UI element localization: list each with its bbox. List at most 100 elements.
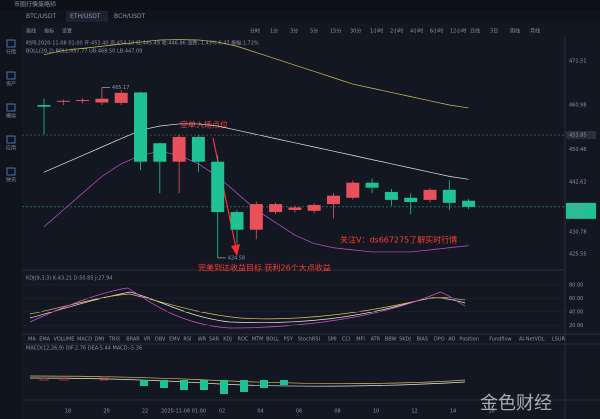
indicator-tab[interactable]: PSY: [284, 337, 294, 343]
candle-body: [172, 136, 186, 162]
indicator-tab[interactable]: WR: [198, 337, 207, 343]
indicator-tab[interactable]: BIAS: [417, 337, 429, 343]
app-title: 币圈行情策略师: [14, 1, 56, 9]
timeframe[interactable]: 15分: [330, 28, 341, 35]
indicator-tab[interactable]: DMI: [95, 337, 105, 343]
timeframe[interactable]: 1分: [270, 28, 278, 35]
indicator-tab[interactable]: ROC: [238, 337, 249, 343]
watermark: 金色财经: [480, 393, 552, 414]
boll-mid: [43, 123, 469, 180]
x-label: 04: [257, 409, 263, 415]
indicator-tab[interactable]: AO: [448, 337, 455, 343]
candle-body: [114, 92, 128, 103]
price-tick-label: 471.51: [569, 58, 587, 64]
price-tick-label: 442.62: [569, 180, 587, 186]
macd-histogram: [39, 376, 288, 394]
candle-body: [346, 182, 360, 198]
sidebar-label: 应用: [6, 145, 16, 152]
indicator-tab[interactable]: OBV: [155, 337, 166, 343]
indicator-tab[interactable]: RSI: [183, 337, 191, 343]
candle-body: [384, 191, 398, 200]
macd-info: MACD(12,26,9) DIF:2.76 DEA:5.44 MACD:-5.…: [26, 346, 142, 352]
indicator-tab[interactable]: MA: [28, 337, 36, 343]
arrow-head: [231, 244, 240, 256]
x-label: 20: [103, 409, 109, 415]
x-label: 2020-11-08 01:00: [161, 409, 206, 415]
pair-tab-label: BTC/USDT: [26, 13, 56, 20]
indicator-tab[interactable]: BBW: [385, 337, 397, 343]
high-label: 465.17: [112, 85, 129, 91]
price-tick-label: 450.46: [569, 147, 587, 153]
indicator-tab[interactable]: SAR: [209, 337, 220, 343]
tool: 指标: [44, 28, 54, 35]
kdj-info: KDJ(9,3,3) K:43.21 D:50.85 J:27.94: [26, 276, 113, 282]
indicator-tab[interactable]: VOLUME: [54, 337, 75, 343]
pair-tab-label: BCH/USDT: [114, 13, 146, 20]
pair-tab[interactable]: [66, 11, 108, 22]
last-price-tag: [566, 202, 596, 219]
indicator-tab[interactable]: VR: [144, 337, 151, 343]
ohlc-info: 时间:2020-11-08 01:00 开:453.40 高:454.10 低:…: [26, 40, 259, 47]
indicator-tab[interactable]: BOLL: [266, 337, 279, 343]
indicator-tab[interactable]: ATR: [371, 337, 381, 343]
x-label: 16: [488, 409, 494, 415]
price-tick-label: 430.78: [569, 229, 587, 235]
timeframe[interactable]: 6小时: [430, 28, 443, 35]
target-annotation: 完美到达收益目标 获利26个大点收益: [198, 263, 331, 273]
price-tick-label: 425.55: [569, 251, 587, 257]
indicator-tab[interactable]: MFI: [356, 337, 365, 343]
candle-body: [423, 189, 437, 200]
low-label: 424.58: [228, 255, 246, 261]
timeframe[interactable]: 日线: [470, 28, 480, 35]
timeframe[interactable]: 3分: [290, 28, 298, 35]
timeframe[interactable]: 月线: [530, 28, 540, 35]
boll-info: BOLL(20,2) BOLL:457.77 UB:468.50 LB:447.…: [26, 49, 142, 55]
candle-body: [327, 195, 340, 205]
indicator-tab[interactable]: DPO: [434, 337, 445, 343]
timeframe[interactable]: 5分: [310, 28, 318, 35]
candle-body: [76, 99, 90, 101]
indicator-tab[interactable]: SMI: [328, 337, 337, 343]
timeframe[interactable]: 4小时: [410, 28, 423, 35]
timeframe[interactable]: 1小时: [370, 28, 383, 35]
candle-body: [37, 105, 51, 107]
mark-price-label: 453.85: [569, 133, 587, 139]
indicator-tab[interactable]: KDJ: [223, 337, 232, 343]
candle-body: [288, 207, 302, 210]
candle-body: [249, 204, 263, 230]
timeframe[interactable]: 12小时: [450, 28, 466, 35]
indicator-tab[interactable]: MACD: [77, 337, 92, 343]
timeframe[interactable]: 2小时: [390, 28, 403, 35]
tab-bar: [0, 10, 600, 23]
x-label: 18: [65, 409, 71, 415]
indicator-tab[interactable]: StochRSI: [298, 337, 320, 343]
indicator-tab[interactable]: CCI: [342, 337, 350, 343]
sidebar: [0, 23, 22, 419]
candle-body: [191, 136, 205, 162]
indicator-tab[interactable]: BRAR: [126, 337, 140, 343]
indicator-tab[interactable]: AI-NetVOL: [519, 337, 545, 343]
sidebar-label: 资产: [6, 81, 16, 88]
indicator-tab[interactable]: TRIX: [108, 337, 121, 343]
sidebar-icon: [6, 167, 16, 176]
kdj-k-line: [29, 291, 466, 324]
x-label: 08: [334, 409, 340, 415]
timeframe[interactable]: 30分: [350, 28, 361, 35]
indicator-tab[interactable]: SKDJ: [399, 337, 411, 343]
indicator-tab[interactable]: LSUR: [552, 337, 566, 343]
timeframe[interactable]: 分时: [250, 28, 260, 35]
indicator-tab[interactable]: Fundflow: [489, 337, 511, 343]
indicator-tab[interactable]: EMA: [39, 337, 50, 343]
macd-dea: [29, 375, 466, 384]
timeframe[interactable]: 周线: [510, 28, 520, 35]
price-tick-label: 460.98: [569, 103, 587, 109]
candle-body: [153, 143, 167, 162]
indicator-tab[interactable]: EMV: [169, 337, 180, 343]
candle-body: [230, 212, 244, 230]
indicator-tab[interactable]: Position: [459, 337, 478, 343]
timeframe[interactable]: 3日: [490, 29, 498, 35]
indicator-tab[interactable]: MTM: [252, 337, 264, 343]
kdj-tick-label: 80.00: [569, 282, 583, 288]
x-label: 22: [142, 409, 148, 415]
